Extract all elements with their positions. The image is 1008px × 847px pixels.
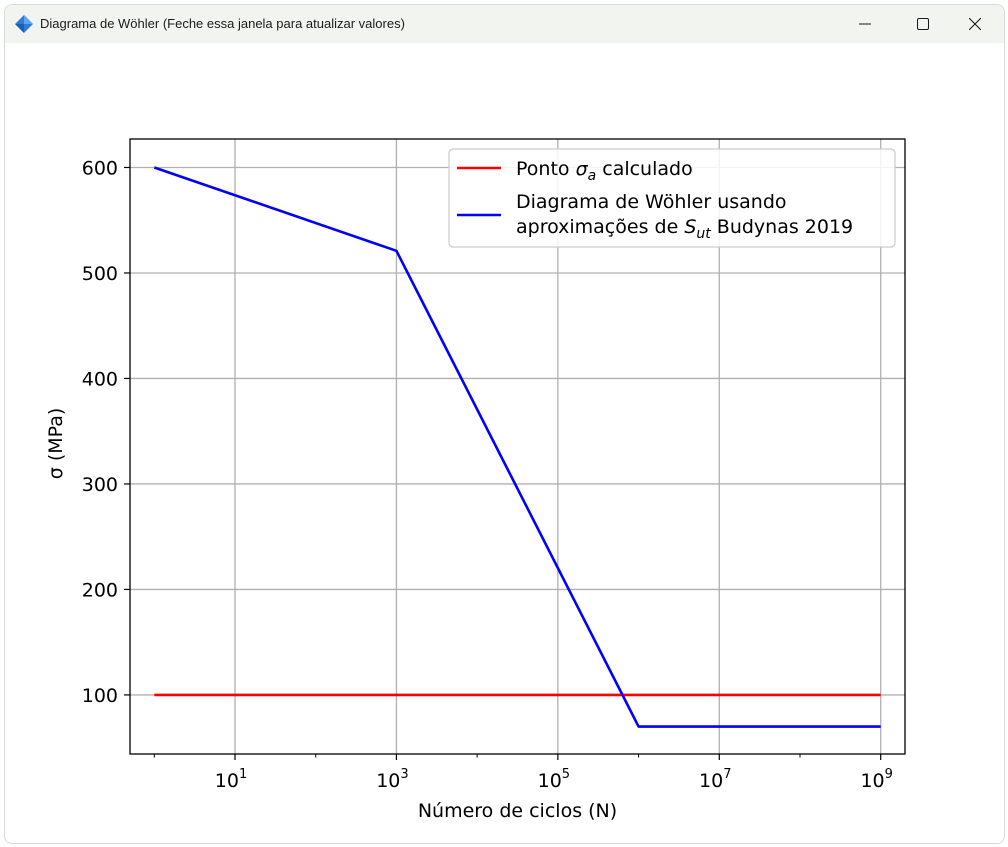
x-axis-ticks: 101 103 105 107 109 xyxy=(153,754,893,792)
close-button[interactable] xyxy=(952,5,998,43)
legend: Ponto σa calculado Diagrama de Wöhler usa… xyxy=(448,148,896,248)
x-tick-label: 101 xyxy=(215,767,247,792)
legend-label-wohler-line1: Diagrama de Wöhler usando xyxy=(516,191,787,213)
plot-frame xyxy=(129,138,906,755)
y-axis-label-group: σ (MPa) xyxy=(45,408,67,480)
app-window: Diagrama de Wöhler (Feche essa janela pa… xyxy=(4,4,1005,844)
chart-series xyxy=(153,166,881,728)
x-tick-label: 109 xyxy=(860,767,892,792)
maximize-icon xyxy=(917,18,929,30)
y-tick-label: 300 xyxy=(82,474,118,496)
title-bar[interactable]: Diagrama de Wöhler (Feche essa janela pa… xyxy=(5,5,1004,43)
y-tick-label: 100 xyxy=(82,685,118,707)
window-title: Diagrama de Wöhler (Feche essa janela pa… xyxy=(40,16,405,31)
maximize-button[interactable] xyxy=(900,5,946,43)
minimize-icon xyxy=(859,23,871,25)
legend-label-sigma-a: Ponto σa calculado xyxy=(516,158,693,184)
y-axis-label: σ (MPa) xyxy=(45,408,67,480)
series-line-wohler xyxy=(153,166,881,728)
minimize-button[interactable] xyxy=(842,5,888,43)
y-axis-ticks: 100 200 300 400 500 600 xyxy=(82,157,130,707)
close-icon xyxy=(969,18,981,30)
x-tick-label: 107 xyxy=(699,767,731,792)
y-tick-label: 500 xyxy=(82,263,118,285)
y-tick-label: 600 xyxy=(82,157,118,179)
legend-box xyxy=(448,148,896,248)
x-axis-label: Número de ciclos (N) xyxy=(418,800,617,822)
feather-icon xyxy=(15,15,33,33)
y-tick-label: 200 xyxy=(82,579,118,601)
legend-label-wohler-line2: aproximações de Sut Budynas 2019 xyxy=(516,216,853,242)
x-tick-label: 105 xyxy=(538,767,570,792)
x-tick-label: 103 xyxy=(376,767,408,792)
y-tick-label: 400 xyxy=(82,368,118,390)
